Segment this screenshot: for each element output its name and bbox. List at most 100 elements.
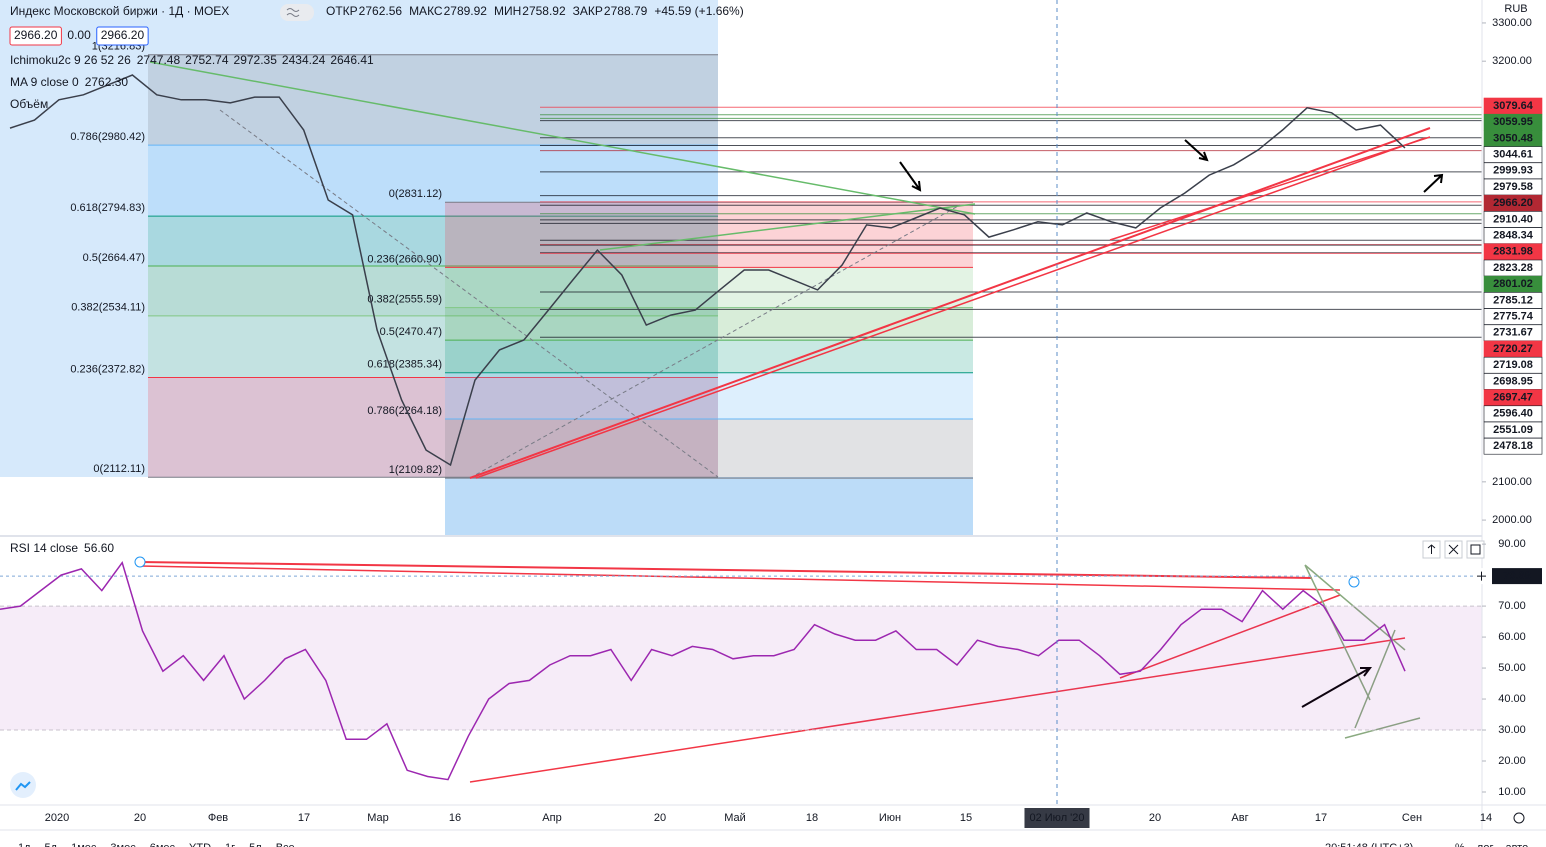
level-tag-label: 2999.93 — [1493, 165, 1533, 177]
fib-band — [148, 145, 718, 217]
scale-option[interactable]: лог — [1477, 842, 1494, 847]
x-tick-label: 2020 — [45, 812, 69, 824]
x-tick-label: 14 — [1480, 812, 1492, 824]
level-tag-label: 2823.28 — [1493, 262, 1533, 274]
x-tick-highlight — [1024, 808, 1090, 828]
y-tick-label: 3300.00 — [1492, 17, 1532, 29]
fib-label: 0.236(2372.82) — [70, 363, 145, 375]
drawings — [134, 61, 1444, 783]
pane-separator — [0, 535, 1482, 537]
date-range — [445, 477, 973, 535]
trend-line — [149, 61, 976, 215]
ohlc-value: 2762.56 — [359, 4, 403, 18]
fib-band — [445, 267, 973, 308]
y-tick-label: 40.00 — [1498, 693, 1526, 705]
x-tick-label: 17 — [1315, 812, 1327, 824]
range-button[interactable]: 6мес — [150, 842, 176, 847]
fib-label: 0(2112.11) — [93, 463, 145, 475]
fib-label: 0.618(2794.83) — [70, 202, 145, 214]
indicator-value: 2434.24 — [282, 53, 326, 67]
indicator-name: RSI 14 close — [10, 541, 78, 555]
level-tag-label: 2596.40 — [1493, 408, 1533, 420]
icon — [1470, 544, 1481, 555]
ohlc-value: 2788.79 — [604, 4, 648, 18]
y-tick-label: 50.00 — [1498, 662, 1526, 674]
trend-line — [469, 637, 1406, 783]
y-tick-label: 2100.00 — [1492, 476, 1532, 488]
level-tag-label: 2831.98 — [1493, 246, 1533, 258]
x-tick-label: Сен — [1402, 812, 1422, 824]
fib-label: 0.382(2534.11) — [71, 302, 145, 314]
range-button[interactable]: 1г — [225, 842, 235, 847]
fib-band — [445, 202, 973, 268]
range-button[interactable]: 1мес — [71, 842, 97, 847]
trend-line — [475, 137, 1426, 479]
level-tag-label: 2910.40 — [1493, 213, 1533, 225]
level-layer — [540, 106, 1482, 338]
trend-line — [1119, 594, 1341, 679]
legend: Индекс Московской биржи · 1Д · MOEX ОТКР 2… — [9, 4, 744, 555]
indicator-name: Ichimoku2c 9 26 52 26 — [10, 53, 131, 67]
x-tick-label: 20 — [1149, 812, 1161, 824]
fib-label: 0.5(2470.47) — [380, 326, 442, 338]
y-tick-label: 30.00 — [1498, 724, 1526, 736]
fib-band — [445, 340, 973, 373]
x-tick-label: Апр — [542, 812, 561, 824]
indicator-value: 56.60 — [84, 541, 114, 555]
marker-tag — [1492, 568, 1542, 585]
dashed-line — [469, 204, 961, 479]
indicator-name: Объём — [10, 97, 48, 111]
level-tag-label: 2719.08 — [1493, 359, 1533, 371]
x-tick-label: Мар — [367, 812, 389, 824]
settings-button[interactable] — [1513, 812, 1525, 824]
fib-band — [445, 307, 973, 341]
y-tick-label: 90.00 — [1498, 538, 1526, 550]
level-tag-label: 2698.95 — [1493, 375, 1533, 387]
ohlc-label: МАКС — [409, 4, 443, 18]
range-button[interactable]: 5л — [249, 842, 262, 847]
fib-label: 0.5(2664.47) — [83, 252, 145, 264]
range-button[interactable]: 5д — [45, 842, 58, 847]
x-tick-label: 20 — [654, 812, 666, 824]
price-box — [96, 26, 149, 46]
marker-tag-label: 79.68 — [1503, 570, 1531, 582]
symbol-title: Индекс Московской биржи · 1Д · MOEX — [10, 4, 229, 18]
ohlc-value: 2789.92 — [444, 4, 488, 18]
maximize-button[interactable] — [1466, 540, 1485, 559]
range-button[interactable]: YTD — [189, 842, 211, 847]
level-tag-label: 2478.18 — [1493, 440, 1533, 452]
fib-label: 0.236(2660.90) — [367, 253, 442, 265]
y-tick-label: 70.00 — [1498, 600, 1526, 612]
level-tag-label: 2966.20 — [1493, 197, 1533, 209]
x-tick-label: Май — [724, 812, 746, 824]
price-line — [9, 74, 1406, 467]
fib-label: 0(2831.12) — [389, 188, 442, 200]
fib-label: 0.786(2264.18) — [367, 405, 442, 417]
indicator-value: 2972.35 — [234, 53, 278, 67]
level-tag-label: 3044.61 — [1493, 149, 1533, 161]
pane-buttons — [10, 540, 1525, 824]
level-tag-label: 2848.34 — [1493, 230, 1534, 242]
range-button[interactable]: 3мес — [110, 842, 136, 847]
trend-line — [599, 203, 976, 251]
price-box — [9, 26, 62, 46]
y-tick-label: 10.00 — [1498, 786, 1526, 798]
clock: 20:51:48 (UTC+3) — [1325, 842, 1413, 847]
y-tick-label: 2000.00 — [1492, 514, 1532, 526]
range-button[interactable]: Все — [276, 842, 295, 847]
x-tick-label: Фев — [208, 812, 228, 824]
x-tick-label: 17 — [298, 812, 310, 824]
scale-option[interactable]: % — [1455, 842, 1465, 847]
price-line — [0, 561, 1406, 781]
x-tick-label: 15 — [960, 812, 972, 824]
scale-option[interactable]: авто — [1505, 842, 1528, 847]
fib-label: 1(2109.82) — [389, 464, 442, 476]
level-tag-label: 2697.47 — [1493, 392, 1533, 404]
compare-button[interactable] — [280, 4, 314, 21]
pattern-lines — [1304, 564, 1421, 739]
trend-line — [1109, 136, 1431, 241]
y-tick-label: 60.00 — [1498, 631, 1526, 643]
range-button[interactable]: 1д — [18, 842, 31, 847]
x-tick-label: 18 — [806, 812, 818, 824]
